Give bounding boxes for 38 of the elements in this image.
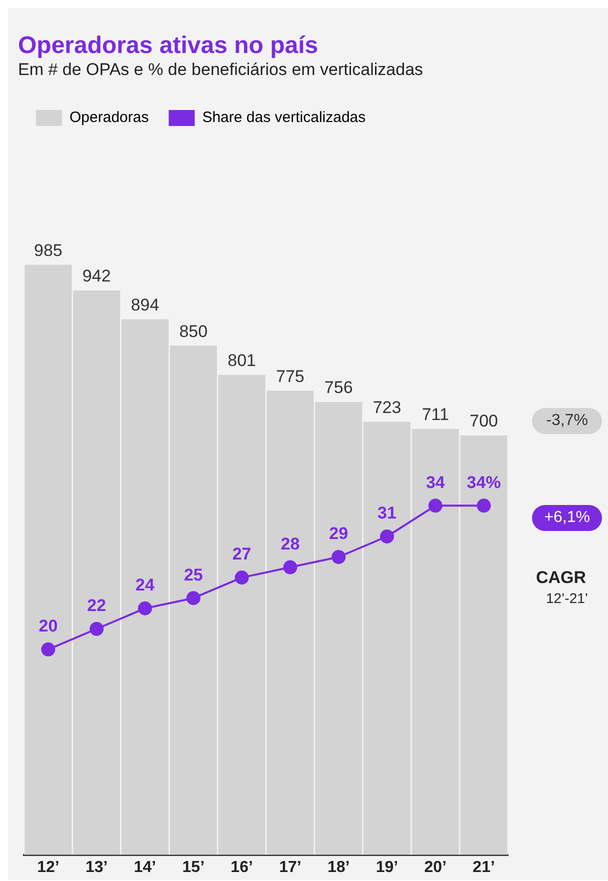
legend-label: Share das verticalizadas <box>202 109 366 126</box>
x-tick-label: 16’ <box>230 858 253 876</box>
data-label: 34% <box>466 472 501 492</box>
data-label: 28 <box>280 534 300 554</box>
text: 12’-21’ <box>546 590 588 606</box>
data-label: 723 <box>372 398 402 417</box>
x-tick-label: 20’ <box>424 858 447 876</box>
data-label: 31 <box>378 504 396 523</box>
data-label: 25 <box>184 565 203 584</box>
data-label: 756 <box>324 378 353 398</box>
x-tick-label: 21’ <box>472 858 495 876</box>
data-label: 711 <box>422 405 449 424</box>
x-tick-label: 13’ <box>85 858 108 876</box>
data-label: 801 <box>228 351 256 370</box>
text: +6,1% <box>532 505 602 531</box>
data-label: 22 <box>87 596 106 616</box>
data-label: 700 <box>470 412 498 431</box>
data-label: 850 <box>179 322 208 341</box>
x-tick-label: 18’ <box>327 858 350 876</box>
data-label: 27 <box>232 544 252 564</box>
data-label: 29 <box>329 524 348 544</box>
text: -3,7% <box>532 408 602 434</box>
data-label: 775 <box>276 366 304 386</box>
chart-title: Operadoras ativas no país <box>17 32 320 60</box>
data-label: 34 <box>426 472 446 492</box>
text: CAGR <box>536 568 586 588</box>
legend-label: Operadoras <box>70 109 149 126</box>
x-tick-label: 14’ <box>134 858 156 876</box>
data-label: 20 <box>38 616 58 636</box>
data-label: 985 <box>34 240 62 260</box>
x-tick-label: 19’ <box>376 858 398 876</box>
x-tick-label: 17’ <box>279 858 302 876</box>
x-tick-label: 12’ <box>37 858 60 876</box>
data-label: 894 <box>130 295 160 314</box>
x-tick-label: 15’ <box>182 858 205 876</box>
data-label: 24 <box>136 576 155 595</box>
chart-subtitle: Em # de OPAs e % de beneficiários em verticalizadas <box>17 60 424 80</box>
data-label: 942 <box>82 266 111 286</box>
